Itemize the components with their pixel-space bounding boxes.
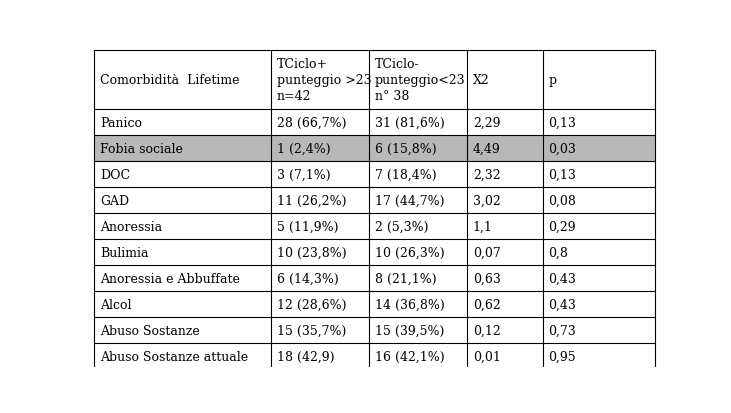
Text: 10 (26,3%): 10 (26,3%) <box>375 246 444 259</box>
Text: 0,01: 0,01 <box>473 350 501 363</box>
Text: 1,1: 1,1 <box>473 220 493 233</box>
Text: 12 (28,6%): 12 (28,6%) <box>276 298 346 311</box>
Text: 3 (7,1%): 3 (7,1%) <box>276 168 330 181</box>
Text: 0,62: 0,62 <box>473 298 501 311</box>
Text: 8 (21,1%): 8 (21,1%) <box>375 272 436 285</box>
Text: DOC: DOC <box>100 168 130 181</box>
Text: 0,03: 0,03 <box>548 142 577 155</box>
Text: 0,07: 0,07 <box>473 246 501 259</box>
Text: 6 (15,8%): 6 (15,8%) <box>375 142 436 155</box>
Text: X2: X2 <box>473 74 490 87</box>
Text: 0,12: 0,12 <box>473 324 501 337</box>
Text: 7 (18,4%): 7 (18,4%) <box>375 168 436 181</box>
Text: TCiclo-
punteggio<23
n° 38: TCiclo- punteggio<23 n° 38 <box>375 58 466 103</box>
Text: 2 (5,3%): 2 (5,3%) <box>375 220 428 233</box>
Text: 0,95: 0,95 <box>548 350 576 363</box>
Text: 18 (42,9): 18 (42,9) <box>276 350 334 363</box>
Text: 15 (35,7%): 15 (35,7%) <box>276 324 346 337</box>
Text: 5 (11,9%): 5 (11,9%) <box>276 220 338 233</box>
Text: 0,29: 0,29 <box>548 220 576 233</box>
Text: 0,08: 0,08 <box>548 194 577 207</box>
Text: Comorbidità  Lifetime: Comorbidità Lifetime <box>100 74 239 87</box>
Text: 15 (39,5%): 15 (39,5%) <box>375 324 444 337</box>
Text: 2,29: 2,29 <box>473 116 500 129</box>
Text: Bulimia: Bulimia <box>100 246 148 259</box>
Text: 28 (66,7%): 28 (66,7%) <box>276 116 346 129</box>
Text: GAD: GAD <box>100 194 129 207</box>
Text: Fobia sociale: Fobia sociale <box>100 142 183 155</box>
Text: Anoressia: Anoressia <box>100 220 162 233</box>
Text: 0,8: 0,8 <box>548 246 569 259</box>
Text: 6 (14,3%): 6 (14,3%) <box>276 272 338 285</box>
Text: 16 (42,1%): 16 (42,1%) <box>375 350 444 363</box>
Text: 0,63: 0,63 <box>473 272 501 285</box>
Text: 11 (26,2%): 11 (26,2%) <box>276 194 346 207</box>
Text: p: p <box>548 74 557 87</box>
Bar <box>94 136 655 162</box>
Text: 0,43: 0,43 <box>548 298 577 311</box>
Text: Abuso Sostanze: Abuso Sostanze <box>100 324 200 337</box>
Text: Panico: Panico <box>100 116 142 129</box>
Text: TCiclo+
punteggio >23
n=42: TCiclo+ punteggio >23 n=42 <box>276 58 371 103</box>
Text: 17 (44,7%): 17 (44,7%) <box>375 194 444 207</box>
Text: 0,13: 0,13 <box>548 168 577 181</box>
Text: 31 (81,6%): 31 (81,6%) <box>375 116 444 129</box>
Text: 14 (36,8%): 14 (36,8%) <box>375 298 444 311</box>
Text: Abuso Sostanze attuale: Abuso Sostanze attuale <box>100 350 248 363</box>
Text: 0,13: 0,13 <box>548 116 577 129</box>
Text: Anoressia e Abbuffate: Anoressia e Abbuffate <box>100 272 240 285</box>
Text: 0,73: 0,73 <box>548 324 576 337</box>
Text: 10 (23,8%): 10 (23,8%) <box>276 246 346 259</box>
Text: 3,02: 3,02 <box>473 194 501 207</box>
Text: 1 (2,4%): 1 (2,4%) <box>276 142 330 155</box>
Text: 4,49: 4,49 <box>473 142 501 155</box>
Text: Alcol: Alcol <box>100 298 132 311</box>
Text: 0,43: 0,43 <box>548 272 577 285</box>
Text: 2,32: 2,32 <box>473 168 501 181</box>
